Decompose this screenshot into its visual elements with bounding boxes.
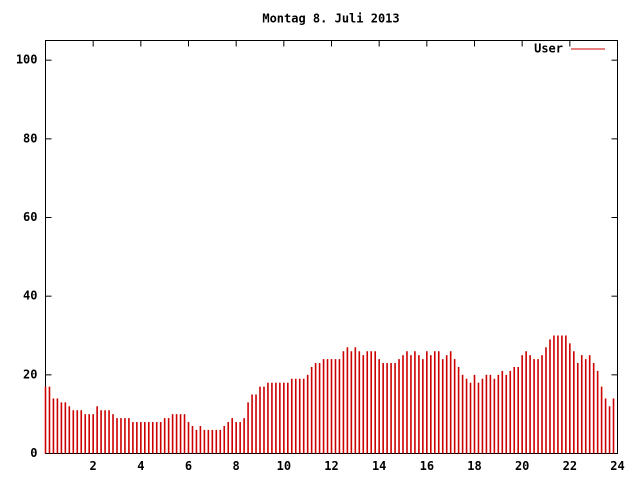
y-tick-label: 20: [23, 367, 37, 381]
y-tick-label: 60: [23, 210, 37, 224]
x-tick-label: 24: [610, 459, 624, 473]
x-tick-label: 16: [420, 459, 434, 473]
x-tick-label: 4: [137, 459, 144, 473]
x-tick-label: 6: [185, 459, 192, 473]
x-tick-label: 2: [90, 459, 97, 473]
y-tick-label: 0: [30, 446, 37, 460]
x-tick-label: 12: [324, 459, 338, 473]
legend-label: User: [534, 42, 563, 56]
x-tick-label: 10: [277, 459, 291, 473]
y-tick-label: 100: [16, 53, 38, 67]
x-tick-label: 20: [515, 459, 529, 473]
x-tick-label: 8: [233, 459, 240, 473]
y-tick-label: 40: [23, 289, 37, 303]
x-tick-label: 18: [467, 459, 481, 473]
x-tick-label: 14: [372, 459, 386, 473]
y-tick-label: 80: [23, 131, 37, 145]
x-tick-label: 22: [563, 459, 577, 473]
chart-title: Montag 8. Juli 2013: [262, 12, 399, 26]
